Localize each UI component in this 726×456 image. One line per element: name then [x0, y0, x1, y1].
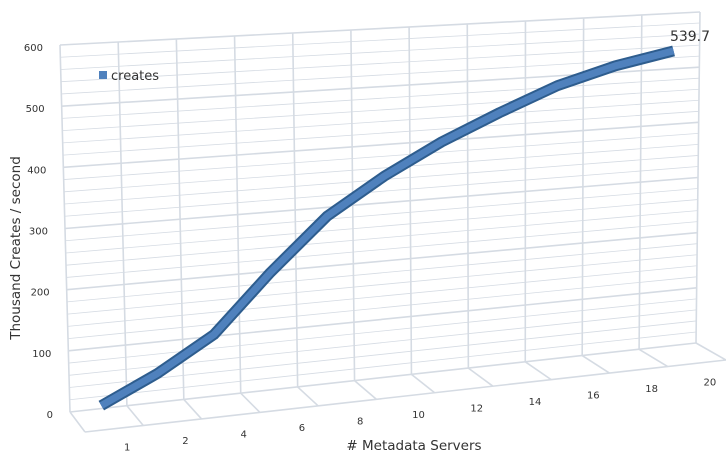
series-layer	[98, 45, 675, 411]
series-line-creates	[99, 47, 675, 409]
x-tick-label: 20	[703, 377, 716, 388]
y-tick-label: 0	[47, 410, 53, 421]
x-tick-label: 1	[124, 443, 130, 454]
gridline-horizontal	[64, 166, 699, 217]
x-axis-title: # Metadata Servers	[346, 438, 481, 454]
y-axis-ticks: 0 100 200 300 400 500 600	[24, 43, 53, 421]
gridline-horizontal	[67, 276, 697, 339]
gridline-horizontal	[65, 210, 698, 266]
gridline-horizontal	[66, 221, 698, 278]
gridline-horizontal	[60, 44, 700, 83]
gridline-horizontal	[61, 55, 700, 95]
gridline-horizontal	[68, 298, 697, 364]
floor-gridline	[183, 398, 203, 420]
gridline-horizontal	[69, 320, 697, 388]
x-tick-label: 14	[529, 397, 542, 408]
gridline-vertical	[291, 32, 299, 387]
gridline-vertical	[638, 14, 643, 350]
y-tick-label: 400	[27, 165, 46, 176]
gridline-horizontal	[63, 132, 699, 180]
floor-gridline	[410, 373, 436, 394]
gridline-horizontal	[69, 342, 697, 413]
y-axis-title: Thousand Creates / second	[8, 156, 24, 341]
floor-gridline	[240, 392, 261, 413]
gridline-vertical	[117, 41, 128, 406]
y-tick-label: 500	[26, 104, 45, 115]
gridline-horizontal	[60, 22, 700, 58]
y-tick-label: 300	[29, 227, 48, 238]
x-tick-label: 8	[357, 417, 363, 428]
gridline-horizontal	[69, 331, 697, 401]
floor-gridline	[638, 348, 669, 368]
gridline-vertical	[581, 17, 585, 356]
x-tick-label: 12	[470, 403, 483, 414]
gridline-vertical	[695, 11, 701, 344]
x-tick-label: 16	[587, 390, 600, 401]
floor-gridline	[581, 354, 610, 374]
y-tick-label: 100	[32, 349, 51, 360]
legend-label-creates: creates	[111, 69, 159, 84]
gridline-horizontal	[67, 265, 697, 327]
floor-gridline	[354, 380, 377, 400]
gridline-horizontal	[62, 99, 699, 144]
gridline-vertical	[175, 38, 185, 400]
gridline-vertical	[59, 44, 71, 413]
data-label-last: 539.7	[670, 29, 710, 45]
gridline-horizontal	[63, 121, 699, 169]
gridline-horizontal	[61, 77, 700, 119]
floor-gridline	[524, 361, 552, 381]
gridline-vertical	[466, 23, 470, 369]
legend-swatch-creates	[99, 71, 107, 79]
gridline-horizontal	[62, 110, 699, 156]
x-tick-label: 10	[412, 410, 425, 421]
floor-gridline	[695, 342, 726, 361]
gridline-horizontal	[66, 243, 698, 303]
x-tick-label: 18	[645, 384, 658, 395]
gridline-vertical	[233, 35, 242, 394]
y-tick-label: 600	[24, 43, 43, 54]
gridline-vertical	[408, 26, 413, 375]
grid	[59, 11, 726, 433]
floor-front-edge	[84, 359, 726, 433]
x-tick-label: 4	[240, 430, 246, 441]
gridline-horizontal	[65, 199, 698, 254]
gridline-horizontal	[60, 33, 700, 70]
gridline-horizontal	[65, 188, 698, 242]
gridline-vertical	[350, 29, 356, 381]
floor-gridline	[467, 367, 494, 387]
x-tick-label: 6	[299, 423, 305, 434]
gridline-horizontal	[68, 287, 697, 352]
gridline-horizontal	[67, 254, 698, 315]
floor-gridline	[69, 411, 86, 433]
floor-gridline	[297, 386, 319, 407]
gridline-horizontal	[66, 231, 698, 291]
y-tick-label: 200	[31, 288, 50, 299]
gridline-horizontal	[59, 11, 701, 46]
legend: creates	[99, 69, 159, 84]
floor-gridline	[126, 405, 144, 426]
gridline-horizontal	[62, 88, 700, 132]
gridline-horizontal	[63, 144, 699, 193]
x-tick-label: 2	[182, 436, 188, 447]
gridline-horizontal	[64, 176, 699, 230]
